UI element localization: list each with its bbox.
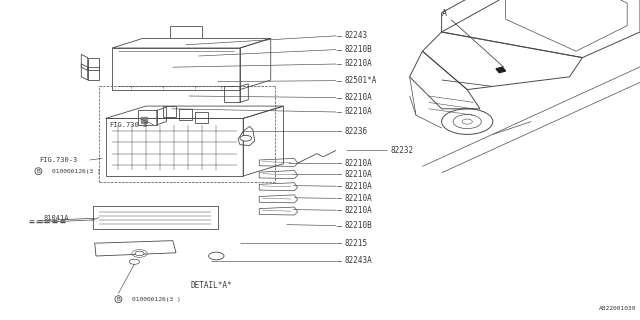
Text: 82210A: 82210A	[344, 159, 372, 168]
Text: 82210A: 82210A	[344, 170, 372, 179]
Circle shape	[209, 252, 224, 260]
Circle shape	[240, 135, 252, 141]
Polygon shape	[496, 67, 506, 73]
Text: 82210A: 82210A	[344, 194, 372, 203]
Text: 82210A: 82210A	[344, 60, 372, 68]
Text: B: B	[116, 297, 120, 302]
Text: 82501*A: 82501*A	[344, 76, 377, 85]
Text: 82243A: 82243A	[344, 256, 372, 265]
Text: 82210A: 82210A	[344, 182, 372, 191]
Polygon shape	[141, 117, 147, 123]
Text: A822001030: A822001030	[599, 306, 637, 311]
Text: 82243: 82243	[344, 31, 367, 40]
Text: A: A	[442, 9, 504, 67]
Text: FIG.730-3: FIG.730-3	[109, 122, 147, 128]
Text: 82210B: 82210B	[344, 221, 372, 230]
Text: 82210A: 82210A	[344, 93, 372, 102]
Text: 82210A: 82210A	[344, 108, 372, 116]
Text: 82210B: 82210B	[344, 45, 372, 54]
Text: 81041A: 81041A	[44, 215, 69, 220]
Text: 82215: 82215	[344, 239, 367, 248]
Text: 010006126(3 ): 010006126(3 )	[52, 169, 101, 174]
Circle shape	[135, 251, 144, 256]
Text: B: B	[36, 169, 40, 174]
Text: DETAIL*A*: DETAIL*A*	[190, 281, 232, 290]
Text: 82236: 82236	[344, 127, 367, 136]
Text: FIG.730-3: FIG.730-3	[40, 157, 78, 163]
Text: 82210A: 82210A	[344, 206, 372, 215]
Text: 010006126(3 ): 010006126(3 )	[132, 297, 181, 302]
Circle shape	[129, 259, 140, 264]
Text: 82232: 82232	[390, 146, 413, 155]
